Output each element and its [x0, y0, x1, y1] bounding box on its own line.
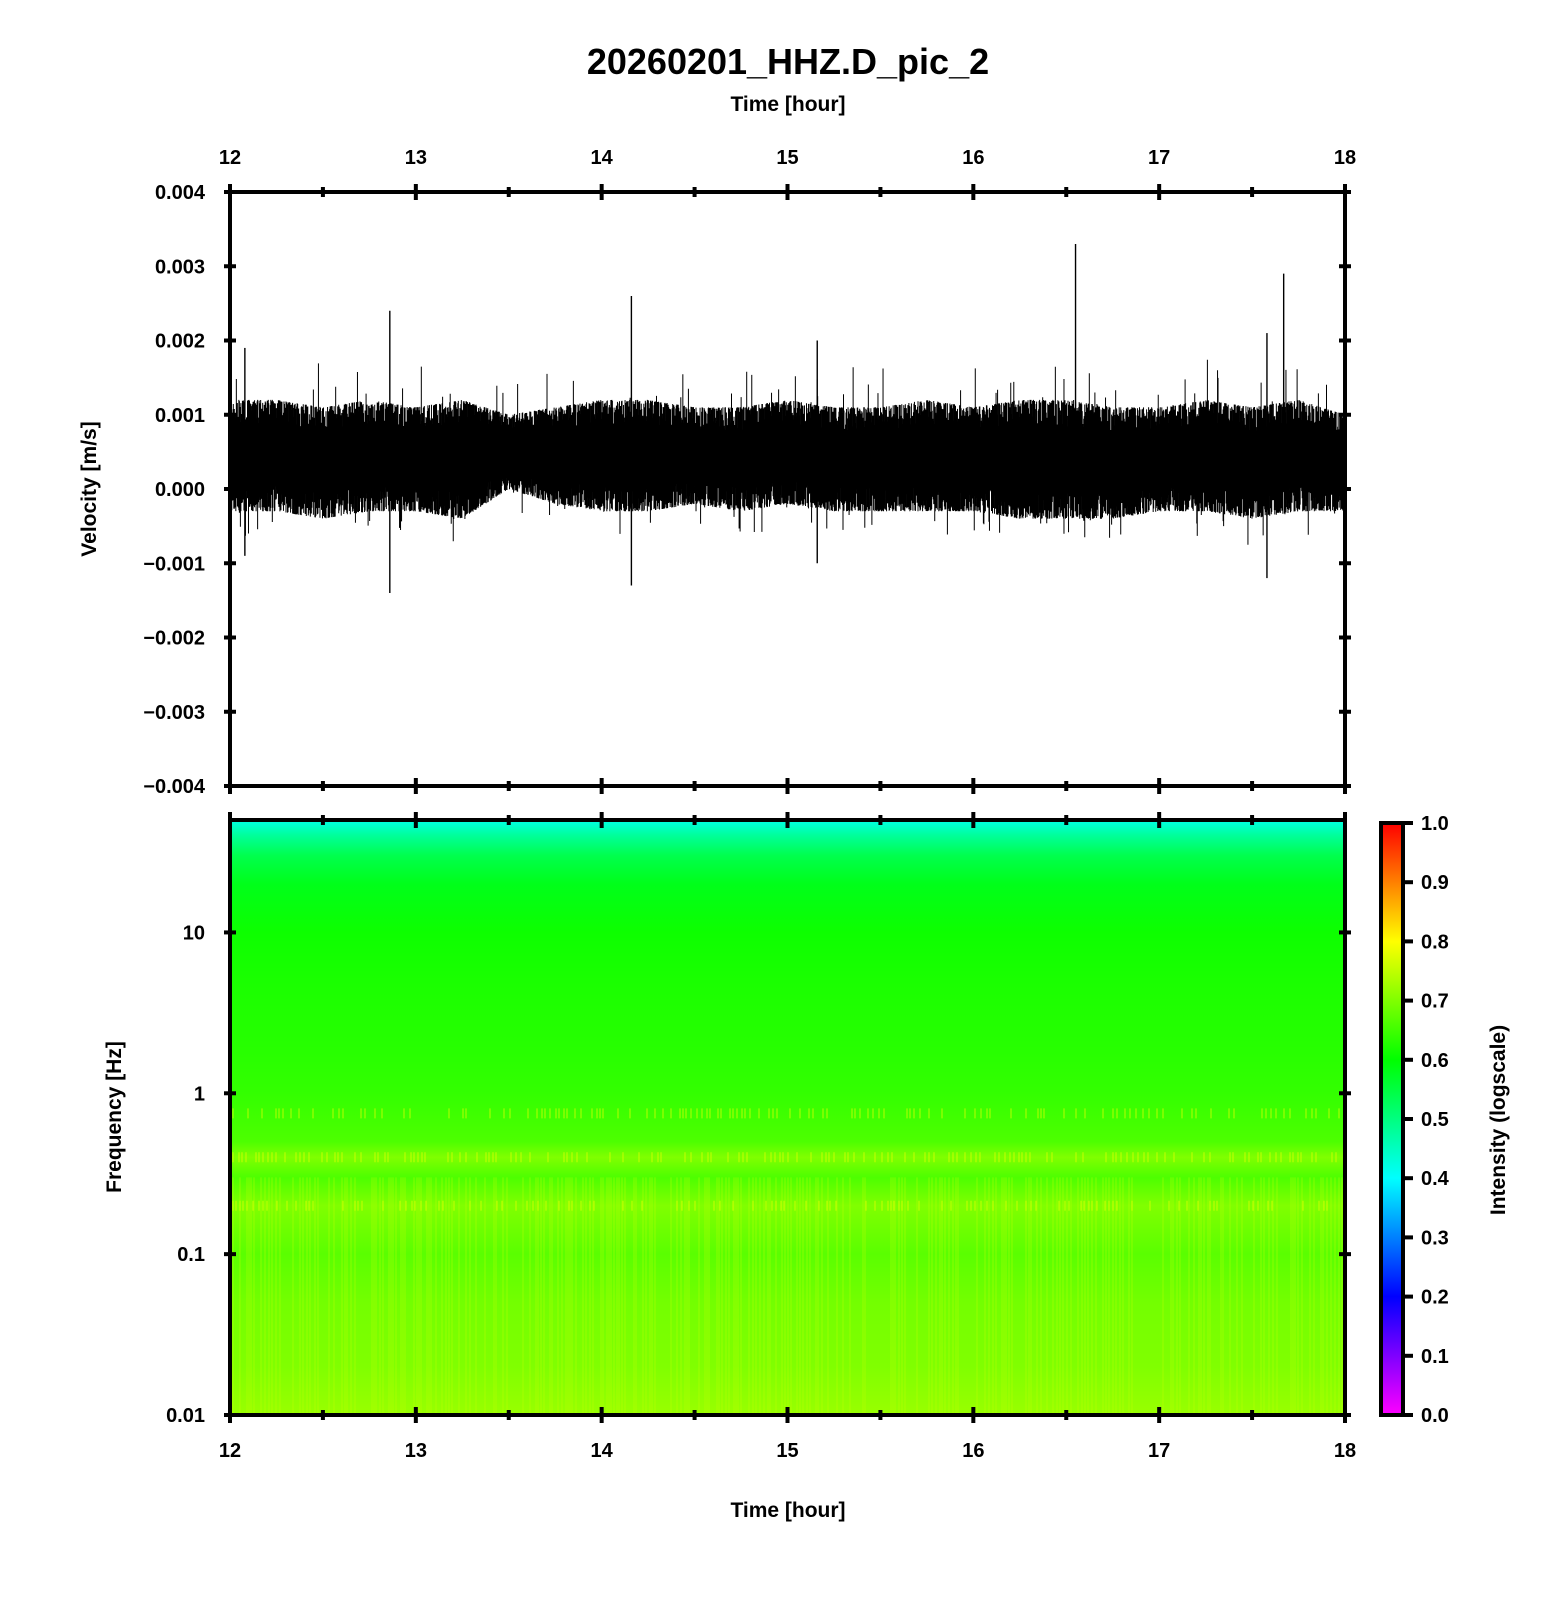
waveform-trace — [229, 243, 1346, 593]
spectrogram-panel: 10 1 0.1 0.01 12 13 14 15 16 17 18 Frequency [Hz]… — [103, 812, 1356, 1522]
velocity-y-tick-label: −0.003 — [143, 702, 205, 724]
velocity-y-tick-label: 0.002 — [155, 331, 205, 353]
colorbar-tick-label: 0.3 — [1421, 1227, 1449, 1249]
spectrogram-band-texture — [232, 1200, 1328, 1211]
spectrogram-x-axis: 12 13 14 15 16 17 18 — [219, 812, 1356, 1462]
figure-title: 20260201_HHZ.D_pic_2 — [587, 41, 989, 82]
frequency-y-tick-label: 0.01 — [166, 1405, 205, 1427]
colorbar-tick-label: 0.4 — [1421, 1168, 1450, 1190]
spectrogram-x-tick-label: 17 — [1148, 1440, 1170, 1462]
velocity-y-tick-label: 0.003 — [155, 256, 205, 278]
velocity-y-axis-label: Velocity [m/s] — [78, 421, 101, 556]
colorbar-tick-label: 0.2 — [1421, 1287, 1449, 1309]
spectrogram-band-texture — [232, 1152, 1337, 1163]
frequency-y-tick-label: 1 — [194, 1083, 205, 1105]
velocity-x-tick-label: 15 — [776, 147, 798, 169]
top-x-axis-label: Time [hour] — [730, 93, 845, 116]
colorbar-tick-label: 0.5 — [1421, 1109, 1449, 1131]
spectrogram-x-tick-label: 18 — [1334, 1440, 1356, 1462]
colorbar-gradient — [1379, 821, 1405, 1417]
intensity-colorbar: 1.0 0.9 0.8 0.7 0.6 0.5 0.4 0.3 0.2 0.1 0.0 Intens… — [1379, 813, 1510, 1427]
spectrogram-x-tick-label: 14 — [591, 1440, 614, 1462]
velocity-x-axis: 12 13 14 15 16 17 18 — [219, 147, 1356, 794]
colorbar-tick-label: 1.0 — [1421, 813, 1449, 835]
spectrogram-image — [230, 820, 1345, 1415]
colorbar-axis: 1.0 0.9 0.8 0.7 0.6 0.5 0.4 0.3 0.2 0.1 0.0 — [1401, 813, 1450, 1427]
waveform-core — [230, 423, 1345, 494]
spectrogram-x-tick-label: 15 — [776, 1440, 798, 1462]
colorbar-tick-label: 0.0 — [1421, 1405, 1449, 1427]
colorbar-tick-label: 0.9 — [1421, 872, 1449, 894]
frequency-y-axis-label: Frequency [Hz] — [103, 1041, 126, 1193]
velocity-x-tick-label: 12 — [219, 147, 241, 169]
velocity-x-tick-label: 17 — [1148, 147, 1170, 169]
velocity-y-tick-label: −0.004 — [143, 776, 206, 798]
velocity-y-tick-label: 0.004 — [155, 182, 206, 204]
velocity-y-tick-label: −0.001 — [143, 553, 205, 575]
spectrogram-x-tick-label: 13 — [405, 1440, 427, 1462]
spectrogram-texture — [232, 1108, 1343, 1413]
spectrogram-x-tick-label: 16 — [962, 1440, 984, 1462]
colorbar-tick-label: 0.6 — [1421, 1050, 1449, 1072]
colorbar-tick-label: 0.8 — [1421, 931, 1449, 953]
velocity-y-tick-label: 0.000 — [155, 479, 205, 501]
velocity-y-axis: 0.004 0.003 0.002 0.001 0.000 −0.001 −0.002 −0.… — [143, 182, 1351, 798]
velocity-x-tick-label: 13 — [405, 147, 427, 169]
spectrogram-band-texture — [232, 1108, 1340, 1119]
spectrogram-column-texture — [232, 1177, 1343, 1413]
colorbar-tick-label: 0.7 — [1421, 991, 1449, 1013]
spectrogram-x-tick-label: 12 — [219, 1440, 241, 1462]
colorbar-label: Intensity (logscale) — [1487, 1025, 1510, 1215]
velocity-panel: 0.004 0.003 0.002 0.001 0.000 −0.001 −0.002 −0.… — [78, 147, 1356, 798]
velocity-y-tick-label: 0.001 — [155, 405, 205, 427]
frequency-y-tick-label: 0.1 — [177, 1244, 205, 1266]
frequency-y-axis: 10 1 0.1 0.01 — [166, 922, 1351, 1427]
frequency-y-tick-label: 10 — [183, 922, 205, 944]
velocity-x-tick-label: 16 — [962, 147, 984, 169]
velocity-y-tick-label: −0.002 — [143, 628, 205, 650]
colorbar-tick-label: 0.1 — [1421, 1346, 1449, 1368]
velocity-x-tick-label: 18 — [1334, 147, 1356, 169]
bottom-x-axis-label: Time [hour] — [730, 1499, 845, 1522]
velocity-x-tick-label: 14 — [591, 147, 614, 169]
